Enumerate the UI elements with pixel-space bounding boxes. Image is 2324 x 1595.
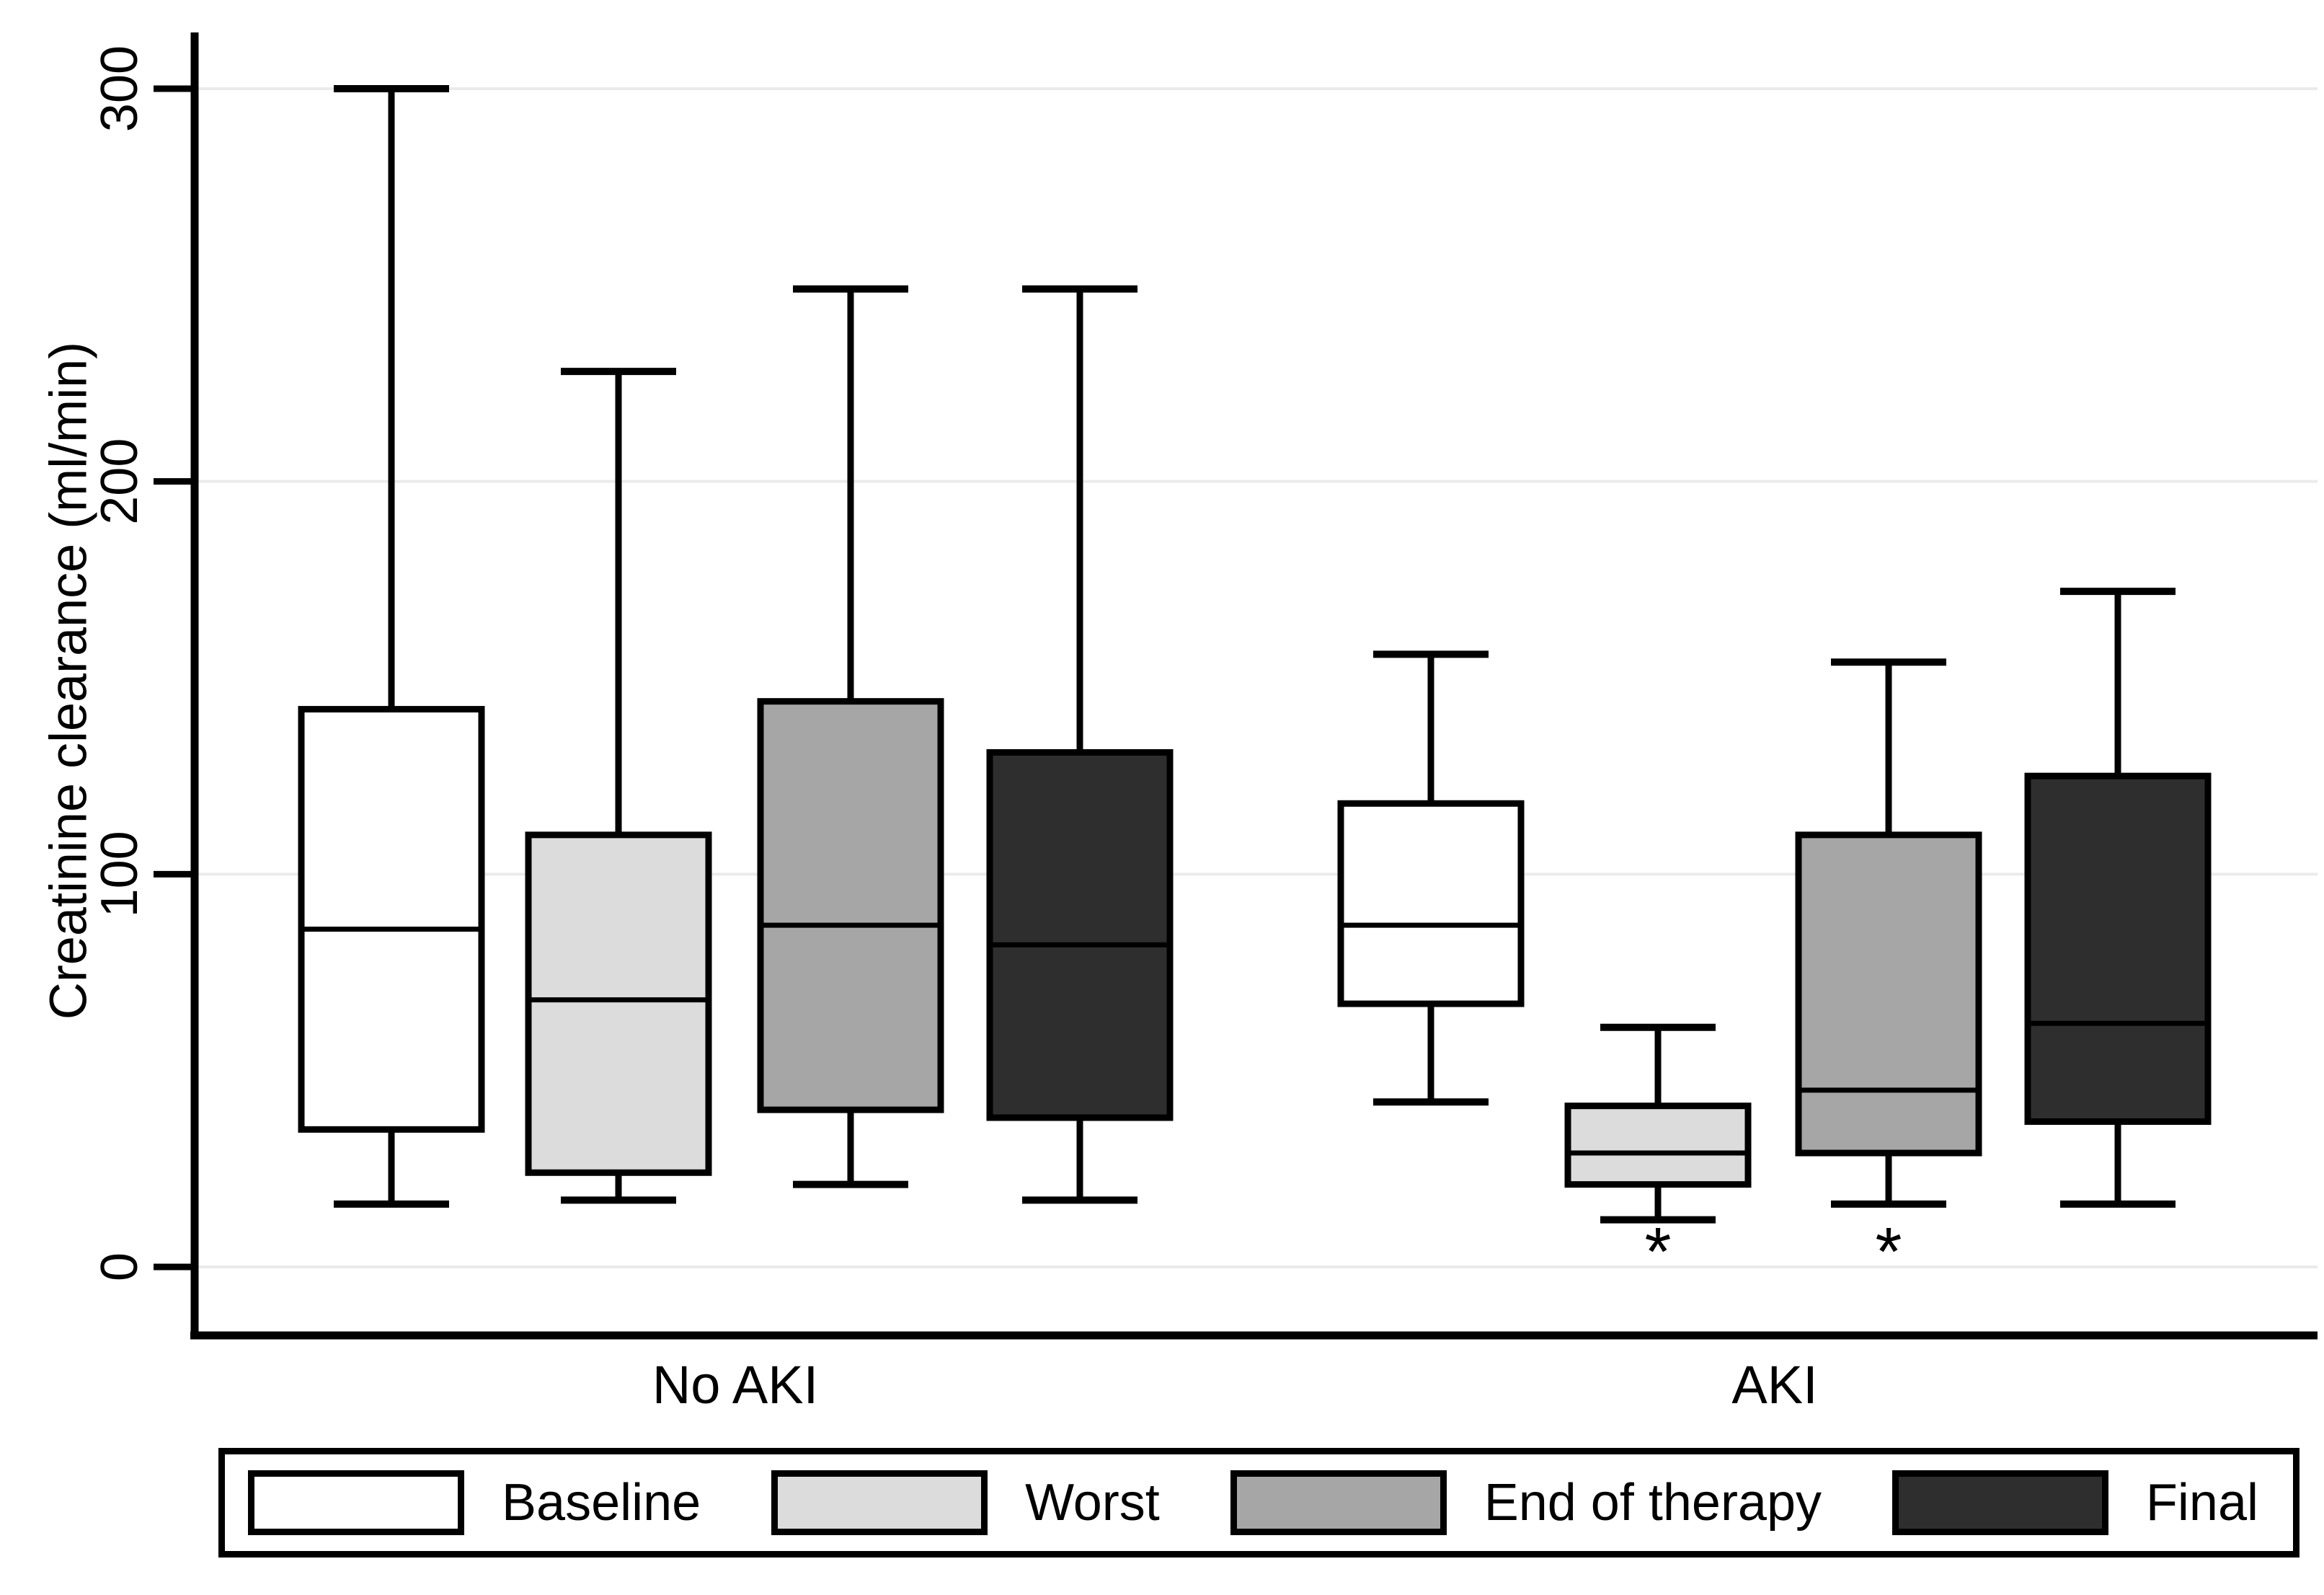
legend-label-final: Final <box>2145 1474 2258 1532</box>
box-aki-baseline-iqr <box>1337 800 1525 1007</box>
box-no-aki-final-iqr <box>986 748 1174 1121</box>
legend-item-final: Final <box>1891 1470 2258 1535</box>
significance-asterisk-2: * <box>1876 1214 1902 1290</box>
y-axis-title: Creatinine clearance (ml/min) <box>40 341 98 1020</box>
legend-label-end-of-therapy: End of therapy <box>1483 1474 1822 1532</box>
legend-swatch-final <box>1891 1470 2108 1535</box>
legend-item-end-of-therapy: End of therapy <box>1230 1470 1822 1535</box>
box-no-aki-end-of-therapy-iqr <box>757 698 944 1113</box>
y-tick-label-300: 300 <box>91 45 148 132</box>
x-category-label-no-aki: No AKI <box>652 1355 819 1415</box>
y-tick-label-200: 200 <box>91 438 148 525</box>
box-aki-end-of-therapy-iqr <box>1795 831 1982 1157</box>
box-no-aki-worst-iqr <box>525 831 712 1176</box>
box-no-aki-baseline-iqr <box>298 706 485 1133</box>
legend-swatch-end-of-therapy <box>1230 1470 1447 1535</box>
y-tick-label-0: 0 <box>91 1252 148 1281</box>
x-category-label-aki: AKI <box>1731 1355 1818 1415</box>
legend-swatch-baseline <box>248 1470 464 1535</box>
y-tick-label-100: 100 <box>91 831 148 917</box>
legend-swatch-worst <box>771 1470 988 1535</box>
legend: Baseline Worst End of therapy Final <box>218 1448 2299 1558</box>
significance-asterisk-1: * <box>1645 1214 1672 1290</box>
legend-item-baseline: Baseline <box>248 1470 701 1535</box>
legend-label-baseline: Baseline <box>502 1474 701 1532</box>
legend-label-worst: Worst <box>1025 1474 1160 1532</box>
box-aki-final-iqr <box>2024 772 2212 1125</box>
box-aki-worst-iqr <box>1564 1103 1752 1188</box>
legend-item-worst: Worst <box>771 1470 1160 1535</box>
